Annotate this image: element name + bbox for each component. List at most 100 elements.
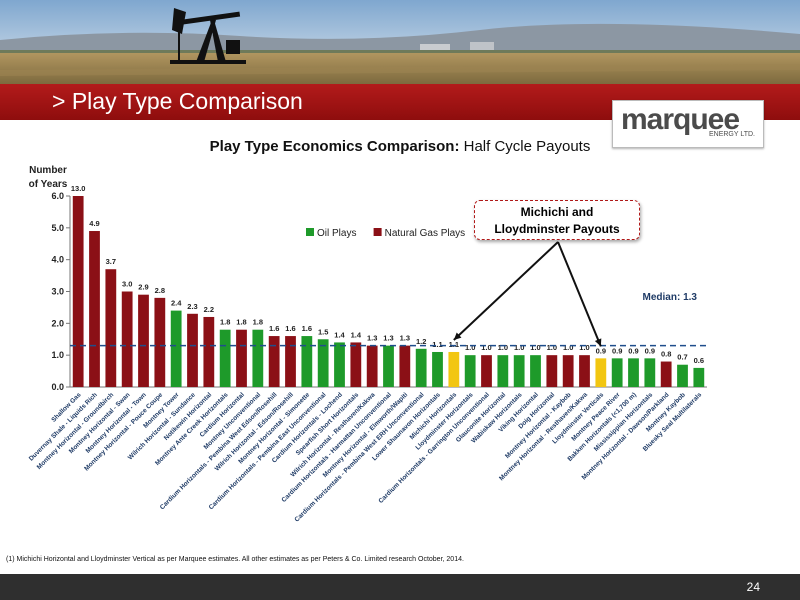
bar-value-label: 2.3 [187,302,197,311]
bar-16 [317,339,329,387]
bar-value-label: 1.1 [449,340,459,349]
bar-3 [105,269,117,387]
y-axis-label-line-2: of Years [29,179,68,190]
bar-value-label: 0.9 [596,346,606,355]
bar-29 [530,355,541,387]
bar-8 [187,313,198,387]
bar-value-label: 0.7 [677,353,687,362]
bar-19 [366,345,378,387]
y-tick-label: 6.0 [51,191,64,201]
bar-value-label: 1.8 [236,318,246,327]
bar-value-label: 1.3 [400,334,410,343]
legend-swatch-gas [373,228,382,236]
bar-25 [464,355,476,387]
bar-value-label: 1.6 [269,324,279,333]
bar-21 [399,345,411,387]
michichi-lloydminster-callout: Michichi and Lloydminster Payouts [474,200,640,240]
landscape-banner-image [0,0,800,84]
bar-value-label: 0.6 [694,356,704,365]
bar-value-label: 1.2 [416,337,426,346]
chart-title: Play Type Economics Comparison: Half Cyc… [0,138,800,155]
callout-arrowhead-2 [594,338,602,347]
bar-value-label: 1.0 [579,343,589,352]
legend-label-gas: Natural Gas Plays [385,228,466,239]
bar-value-label: 1.6 [302,324,312,333]
bar-value-label: 3.0 [122,280,132,289]
logo-wordmark: marquee [621,103,740,136]
bar-1 [72,196,84,387]
bar-value-label: 0.8 [661,350,671,359]
callout-arrow-1 [453,241,559,341]
bar-12 [252,329,264,387]
bar-value-label: 2.9 [138,283,148,292]
bar-27 [497,355,509,387]
callout-line-1: Michichi and [520,205,594,219]
bar-value-label: 1.0 [481,343,491,352]
bar-35 [628,358,639,387]
bar-22 [415,348,427,387]
bar-value-label: 1.5 [318,327,328,336]
bar-10 [219,329,231,387]
banner-pumpjack-illustration [0,0,800,84]
bar-15 [301,336,313,387]
page-number: 24 [746,580,760,594]
bar-11 [236,329,247,387]
bar-23 [432,351,443,387]
bar-value-label: 1.0 [530,343,540,352]
callout-arrowhead-1 [453,332,462,340]
y-tick-label: 1.0 [51,350,64,360]
bar-value-label: 0.9 [628,346,638,355]
bar-value-label: 1.0 [514,343,524,352]
chart-title-bold: Play Type Economics Comparison: [209,138,460,155]
bar-18 [350,342,362,387]
bar-26 [481,355,492,387]
bar-30 [546,355,558,387]
bar-value-label: 1.1 [432,340,442,349]
bar-13 [268,336,280,387]
bar-9 [203,316,215,387]
bar-value-label: 1.0 [563,343,573,352]
bar-value-label: 2.2 [204,305,214,314]
bar-value-label: 4.9 [89,219,99,228]
bar-28 [513,355,525,387]
chart-title-rest: Half Cycle Payouts [463,138,591,155]
callout-line-2: Lloydminster Payouts [494,222,620,236]
bar-value-label: 1.4 [334,330,345,339]
bar-2 [89,231,100,387]
bar-value-label: 0.9 [612,346,622,355]
bar-24 [448,351,460,387]
bar-6 [154,297,166,387]
slide-title: > Play Type Comparison [52,88,303,114]
bar-value-label: 1.8 [220,318,230,327]
legend-swatch-oil [306,228,314,236]
slide-footer: 24 [0,574,800,600]
bar-5 [138,294,149,387]
footnote: (1) Michichi Horizontal and Lloydminster… [6,556,464,563]
bar-20 [383,345,394,387]
bar-37 [660,361,672,387]
bar-value-label: 0.9 [645,346,655,355]
bar-value-label: 1.3 [383,334,393,343]
y-tick-label: 3.0 [51,287,64,297]
y-axis-label-line-1: Number [29,165,67,176]
callout-arrow-2 [557,241,602,347]
bar-value-label: 1.8 [253,318,263,327]
logo-subtitle: ENERGY LTD. [708,131,755,138]
bar-value-label: 1.0 [547,343,557,352]
median-label: Median: 1.3 [643,292,698,303]
y-tick-label: 5.0 [51,223,64,233]
bar-32 [579,355,590,387]
bar-17 [334,342,345,387]
bar-value-label: 1.0 [465,343,475,352]
bar-31 [562,355,574,387]
bar-value-label: 1.3 [367,334,377,343]
bar-33 [595,358,607,387]
company-logo: marquee ENERGY LTD. [612,100,764,148]
bar-value-label: 2.4 [171,299,182,308]
y-tick-label: 2.0 [51,318,64,328]
bar-34 [611,358,623,387]
y-tick-label: 0.0 [51,382,64,392]
bar-38 [677,364,688,387]
bar-7 [170,310,182,387]
